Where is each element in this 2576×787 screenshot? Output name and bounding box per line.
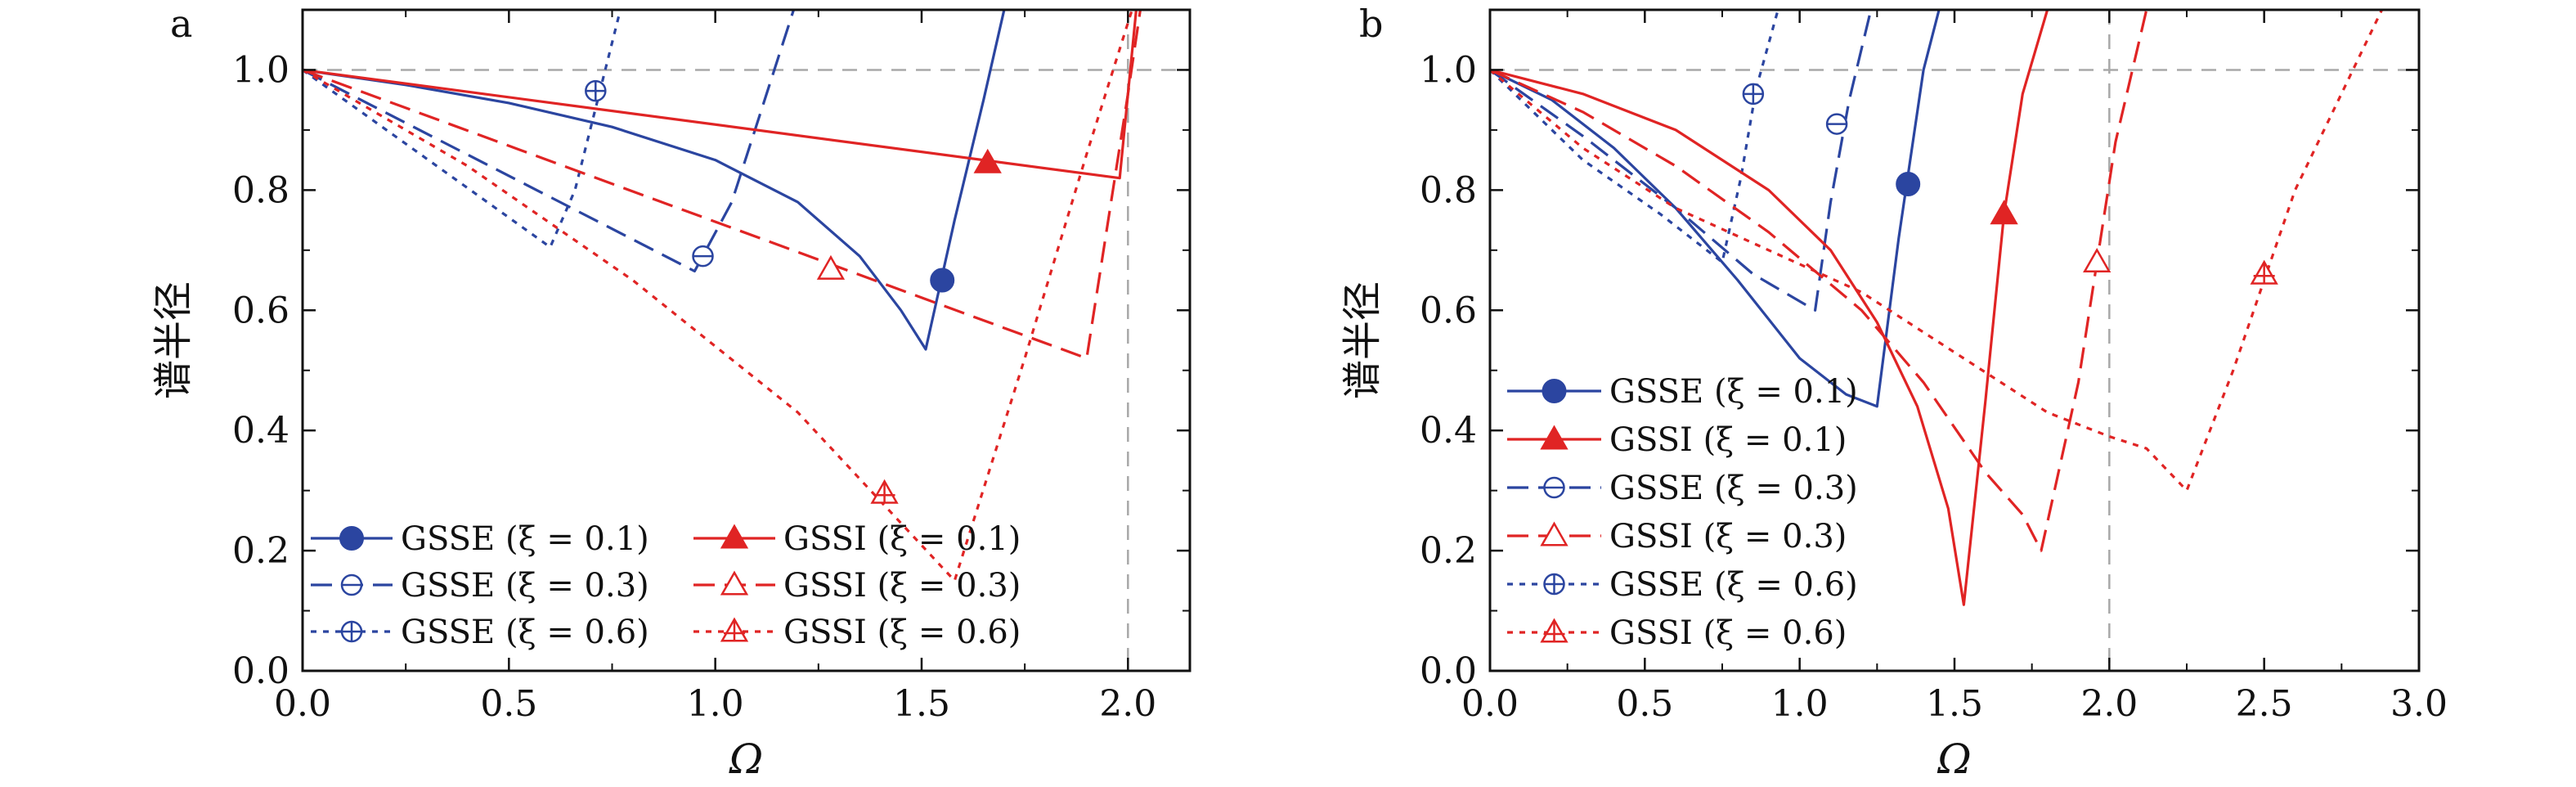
- series-marker-0: [1896, 172, 1921, 197]
- series-group: [1490, 10, 2384, 606]
- series-line-1: [1490, 10, 1873, 312]
- series-marker-3: [1990, 200, 2018, 225]
- panel-a: 0.0 0.5 1.0 1.5 2.0 0.0 0.2 0.4 0.6 0.8 1.0 Ω 谱半径 a GS…: [150, 2, 1192, 783]
- series-line-4: [303, 10, 1142, 360]
- legend: GSSE (ξ = 0.1) GSSI (ξ = 0.1) GSSE (ξ = 0.…: [1507, 373, 1858, 652]
- legend: GSSE (ξ = 0.1) GSSI (ξ = 0.1) GSSE (ξ = 0.…: [311, 520, 1021, 651]
- x-tick-label: 2.0: [1099, 683, 1156, 725]
- y-axis-title: 谱半径: [1340, 281, 1385, 399]
- x-tick-label: 1.5: [1926, 683, 1983, 725]
- legend-label-2: GSSE (ξ = 0.6): [401, 614, 649, 651]
- legend-marker-0: [1542, 379, 1567, 403]
- x-tick-label: 2.5: [2236, 683, 2293, 725]
- y-tick-label: 0.0: [1420, 650, 1477, 692]
- legend-label-2: GSSE (ξ = 0.6): [1609, 566, 1858, 604]
- legend-label-4: GSSI (ξ = 0.3): [783, 567, 1021, 605]
- series-line-3: [303, 10, 1138, 180]
- x-axis-title: Ω: [729, 735, 763, 783]
- y-tick-label: 0.8: [1420, 169, 1477, 211]
- x-tick-label: 1.0: [1771, 683, 1829, 725]
- y-tick-label: 0.2: [1420, 530, 1477, 572]
- y-tick-label: 0.0: [232, 650, 289, 692]
- legend-marker-4: [720, 570, 749, 596]
- legend-marker-4: [1540, 521, 1568, 546]
- legend-label-5: GSSI (ξ = 0.6): [1609, 614, 1847, 652]
- x-axis-title: Ω: [1936, 735, 1971, 783]
- legend-label-1: GSSE (ξ = 0.3): [401, 567, 649, 605]
- axes-frame: [301, 8, 1192, 672]
- series-group: [303, 10, 1142, 582]
- legend-label-0: GSSE (ξ = 0.1): [401, 520, 649, 558]
- legend-label-1: GSSE (ξ = 0.3): [1609, 470, 1858, 507]
- x-tick-label: 2.0: [2080, 683, 2138, 725]
- series-line-1: [303, 10, 796, 273]
- y-tick-label: 0.2: [232, 530, 289, 572]
- y-tick-label: 1.0: [1420, 49, 1477, 91]
- x-tick-label: 1.0: [687, 683, 744, 725]
- y-axis-title: 谱半径: [150, 281, 196, 399]
- y-tick-label: 0.6: [1420, 290, 1477, 331]
- series-marker-4: [816, 254, 846, 280]
- legend-label-3: GSSI (ξ = 0.1): [1609, 421, 1847, 459]
- x-tick-label: 0.5: [480, 683, 537, 725]
- legend-label-5: GSSI (ξ = 0.6): [783, 614, 1021, 651]
- y-tick-label: 0.4: [232, 410, 289, 452]
- x-tick-label: 1.5: [893, 683, 950, 725]
- legend-label-0: GSSE (ξ = 0.1): [1609, 373, 1858, 411]
- series-line-5: [1490, 10, 2384, 492]
- y-tick-label: 0.8: [232, 169, 289, 211]
- panel-b: 0.0 0.5 1.0 1.5 2.0 2.5 3.0 0.0 0.2 0.4 0.6 0.8 1.0 Ω…: [1340, 2, 2448, 783]
- series-line-5: [303, 10, 1133, 582]
- legend-marker-3: [1540, 425, 1568, 450]
- x-tick-label: 0.5: [1616, 683, 1673, 725]
- series-line-0: [303, 10, 1006, 351]
- series-marker-0: [930, 268, 955, 293]
- y-tick-label: 0.4: [1420, 410, 1477, 452]
- y-tick-label: 0.6: [232, 290, 289, 331]
- y-tick-label: 1.0: [232, 49, 289, 91]
- series-line-4: [1490, 10, 2148, 552]
- x-tick-label: 3.0: [2390, 683, 2448, 725]
- series-line-3: [1490, 10, 2049, 606]
- panel-letter: a: [170, 2, 192, 46]
- legend-label-4: GSSI (ξ = 0.3): [1609, 518, 1847, 555]
- legend-marker-0: [339, 526, 364, 551]
- series-marker-4: [2083, 247, 2112, 273]
- legend-label-3: GSSI (ξ = 0.1): [783, 520, 1021, 558]
- x-tick-label: 0.0: [1461, 683, 1519, 725]
- panel-letter: b: [1359, 2, 1383, 46]
- x-tick-label: 0.0: [274, 683, 331, 725]
- legend-marker-3: [720, 524, 749, 549]
- series-line-2: [1490, 10, 1779, 264]
- series-marker-3: [973, 148, 1002, 173]
